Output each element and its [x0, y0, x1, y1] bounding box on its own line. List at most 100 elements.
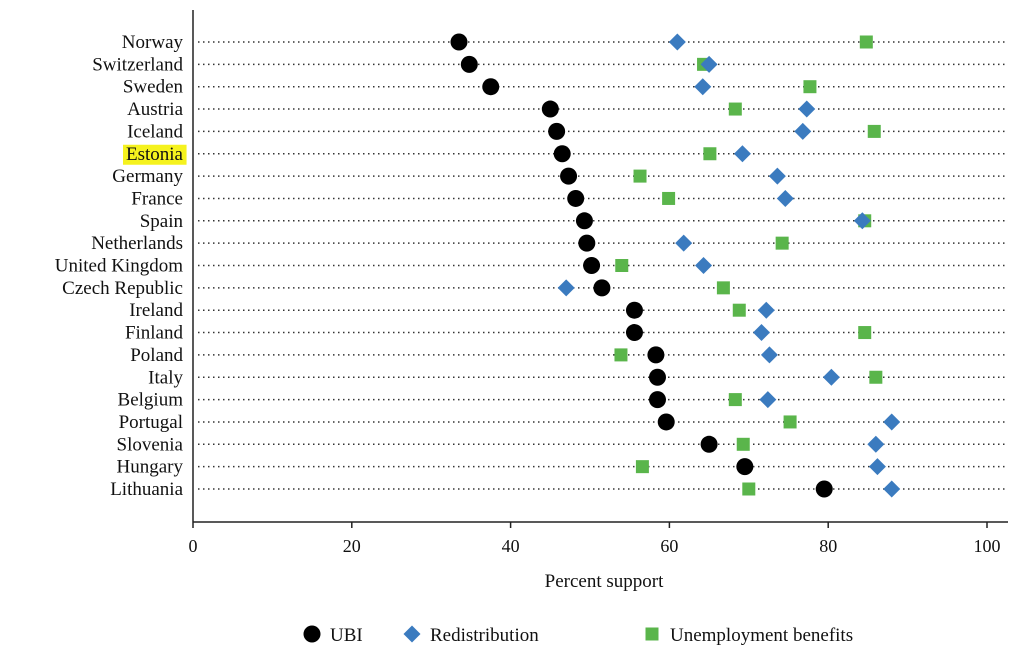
- x-tick-label-80: 80: [819, 536, 837, 556]
- legend-marker-ubi: [303, 625, 321, 643]
- unemployment-benefits-point-finland: [858, 326, 872, 340]
- x-tick-label-40: 40: [502, 536, 520, 556]
- legend: UBI Redistribution Unemployment benefits: [303, 625, 853, 646]
- ubi-point-poland: [647, 346, 665, 364]
- ubi-point-netherlands: [578, 234, 596, 252]
- ubi-point-france: [567, 189, 585, 207]
- ubi-point-norway: [450, 33, 468, 51]
- ubi-point-sweden: [482, 78, 500, 96]
- ubi-point-austria: [541, 100, 559, 118]
- category-label-germany: Germany: [112, 166, 183, 187]
- category-label-finland: Finland: [125, 323, 184, 344]
- category-label-lithuania: Lithuania: [110, 479, 183, 500]
- category-label-portugal: Portugal: [119, 412, 183, 433]
- x-axis-title: Percent support: [545, 571, 664, 592]
- legend-marker-redistribution: [403, 625, 421, 643]
- unemployment-benefits-point-sweden: [803, 80, 817, 94]
- unemployment-benefits-point-netherlands: [775, 236, 789, 250]
- redistribution-point-ireland: [757, 301, 775, 319]
- ubi-point-portugal: [657, 413, 675, 431]
- highlight-layer: [123, 144, 187, 165]
- redistribution-point-germany: [768, 167, 786, 185]
- redistribution-point-hungary: [868, 458, 886, 476]
- redistribution-point-finland: [753, 324, 771, 342]
- category-label-slovenia: Slovenia: [117, 434, 184, 455]
- unemployment-benefits-point-united-kingdom: [615, 259, 629, 272]
- ubi-point-belgium: [648, 391, 666, 409]
- redistribution-point-switzerland: [700, 55, 718, 73]
- x-tick-label-20: 20: [343, 536, 361, 556]
- redistribution-point-poland: [760, 346, 778, 364]
- redistribution-point-lithuania: [883, 480, 901, 498]
- unemployment-benefits-point-poland: [614, 348, 628, 362]
- unemployment-benefits-point-france: [662, 191, 676, 205]
- unemployment-benefits-point-estonia: [703, 147, 717, 161]
- ubi-point-ireland: [625, 301, 643, 319]
- unemployment-benefits-point-ireland: [732, 303, 746, 317]
- category-label-netherlands: Netherlands: [91, 233, 183, 254]
- redistribution-point-czech-republic: [557, 279, 575, 297]
- unemployment-benefits-point-hungary: [635, 460, 649, 474]
- redistribution-point-austria: [798, 100, 816, 118]
- ubi-point-estonia: [553, 145, 571, 163]
- category-label-poland: Poland: [130, 345, 183, 366]
- ubi-point-italy: [648, 368, 666, 386]
- category-label-belgium: Belgium: [118, 390, 184, 411]
- redistribution-point-sweden: [694, 78, 712, 96]
- x-tick-label-60: 60: [660, 536, 678, 556]
- category-label-united-kingdom: United Kingdom: [55, 256, 183, 277]
- unemployment-benefits-point-italy: [869, 370, 883, 384]
- ubi-point-spain: [575, 212, 593, 230]
- redistribution-point-belgium: [759, 391, 777, 409]
- category-label-france: France: [131, 188, 183, 209]
- redistribution-point-france: [776, 189, 794, 207]
- x-axis-ticks: 0 20 40 60 80 100: [189, 522, 1001, 556]
- ubi-point-lithuania: [815, 480, 833, 498]
- category-label-norway: Norway: [122, 32, 184, 53]
- redistribution-point-iceland: [794, 122, 812, 140]
- redistribution-point-italy: [822, 368, 840, 386]
- category-label-estonia: Estonia: [126, 144, 184, 165]
- redistribution-point-estonia: [733, 145, 751, 163]
- category-label-switzerland: Switzerland: [92, 54, 183, 75]
- redistribution-point-netherlands: [675, 234, 693, 252]
- x-tick-label-100: 100: [974, 536, 1001, 556]
- redistribution-point-slovenia: [867, 435, 885, 453]
- unemployment-benefits-point-austria: [728, 102, 742, 116]
- x-tick-label-0: 0: [189, 536, 198, 556]
- unemployment-benefits-point-germany: [633, 169, 647, 183]
- category-label-ireland: Ireland: [129, 300, 183, 321]
- unemployment-benefits-point-iceland: [867, 124, 881, 138]
- unemployment-benefits-point-slovenia: [736, 437, 750, 451]
- unemployment-benefits-point-belgium: [728, 393, 742, 407]
- redistribution-point-portugal: [883, 413, 901, 431]
- legend-label-ubi: UBI: [330, 625, 363, 646]
- unemployment-benefits-point-norway: [859, 35, 873, 49]
- unemployment-benefits-point-portugal: [783, 415, 797, 429]
- ubi-point-switzerland: [460, 55, 478, 73]
- ubi-point-czech-republic: [593, 279, 611, 297]
- data-markers: [450, 33, 901, 498]
- ubi-point-united-kingdom: [583, 257, 601, 274]
- legend-marker-unemployment-benefits: [645, 627, 659, 641]
- unemployment-benefits-point-czech-republic: [716, 281, 730, 295]
- unemployment-benefits-point-lithuania: [742, 482, 756, 496]
- redistribution-point-norway: [668, 33, 686, 51]
- ubi-point-finland: [625, 324, 643, 342]
- redistribution-point-spain: [853, 212, 871, 230]
- highlight-box: [123, 144, 187, 165]
- ubi-point-iceland: [548, 122, 566, 140]
- category-label-austria: Austria: [127, 99, 184, 120]
- ubi-point-germany: [560, 167, 578, 185]
- ubi-point-hungary: [736, 458, 754, 476]
- ubi-point-slovenia: [700, 435, 718, 453]
- legend-label-redistribution: Redistribution: [430, 625, 539, 646]
- category-label-iceland: Iceland: [127, 121, 183, 142]
- category-label-sweden: Sweden: [123, 77, 184, 98]
- category-label-hungary: Hungary: [117, 457, 184, 478]
- category-label-italy: Italy: [148, 367, 183, 388]
- category-labels: NorwaySwitzerlandSwedenAustriaIcelandEst…: [55, 32, 184, 500]
- category-label-spain: Spain: [140, 211, 184, 232]
- legend-label-unemployment-benefits: Unemployment benefits: [670, 625, 853, 646]
